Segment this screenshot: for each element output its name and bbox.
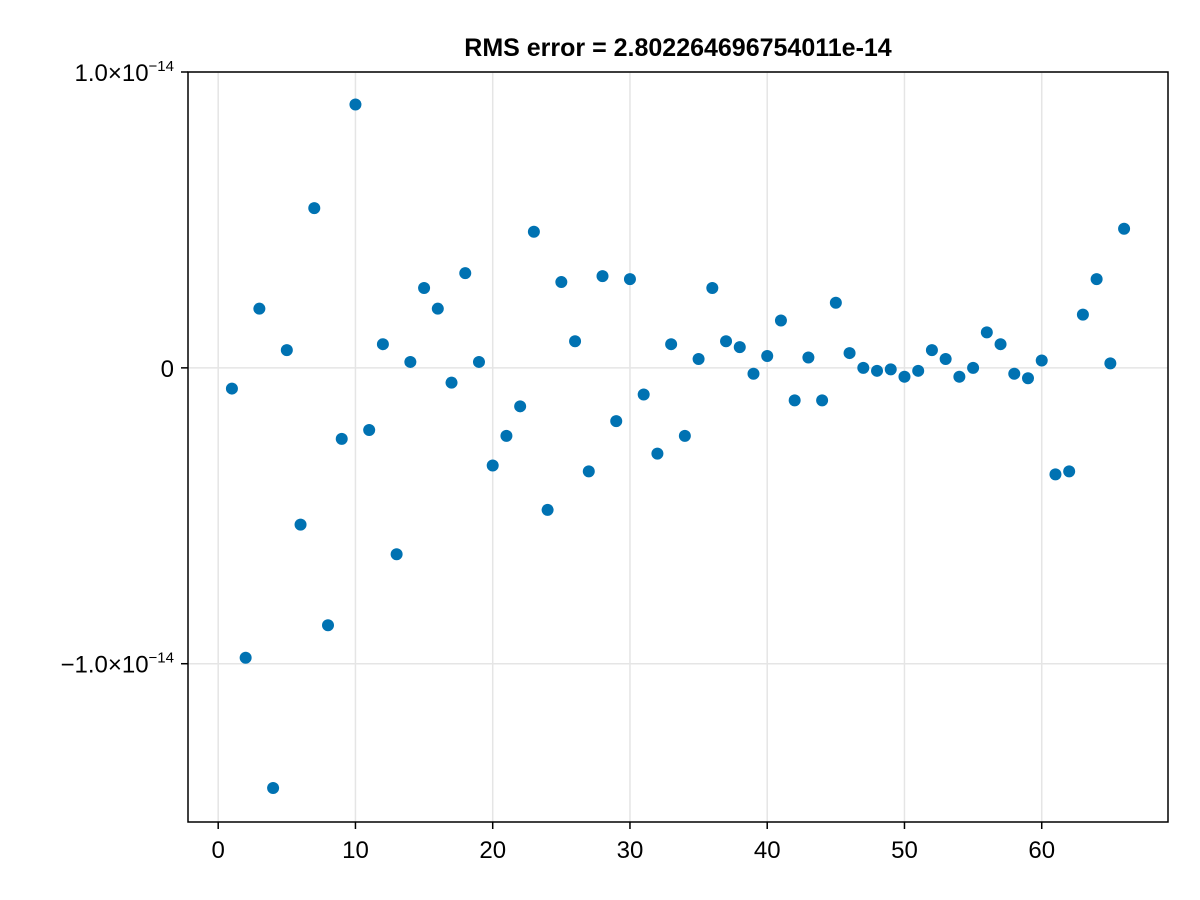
y-tick-label: 0 — [161, 356, 174, 383]
data-point — [912, 364, 925, 377]
data-point — [541, 503, 554, 516]
data-point — [733, 341, 746, 354]
data-point — [802, 351, 815, 364]
data-point — [335, 432, 348, 445]
data-point — [308, 202, 321, 215]
data-point — [829, 296, 842, 309]
data-point — [500, 429, 513, 442]
x-tick-label: 30 — [617, 837, 644, 864]
data-point — [788, 394, 801, 407]
data-point — [445, 376, 458, 389]
data-point — [280, 344, 293, 357]
data-point — [569, 335, 582, 348]
data-point — [267, 781, 280, 794]
data-point — [871, 364, 884, 377]
data-point — [582, 465, 595, 478]
data-point — [706, 281, 719, 294]
y-tick-labels: 1.0×10−14 0 −1.0×10−14 — [60, 58, 174, 679]
data-point — [678, 429, 691, 442]
x-tick-label: 10 — [342, 837, 369, 864]
x-tick-label: 0 — [212, 837, 225, 864]
y-tick-label: −1.0×10−14 — [60, 650, 174, 679]
data-point — [1076, 308, 1089, 321]
data-point — [665, 338, 678, 351]
data-point — [376, 338, 389, 351]
data-point — [294, 518, 307, 531]
data-point — [857, 361, 870, 374]
data-point — [239, 651, 252, 664]
data-point — [459, 267, 472, 280]
data-point — [1118, 222, 1131, 235]
data-point — [418, 281, 431, 294]
x-tick-label: 50 — [891, 837, 918, 864]
data-point — [1104, 357, 1117, 370]
data-point — [596, 270, 609, 283]
data-point — [816, 394, 829, 407]
data-point — [472, 355, 485, 368]
data-point — [390, 548, 403, 561]
chart-title: RMS error = 2.802264696754011e-14 — [464, 34, 892, 62]
data-point — [761, 350, 774, 363]
plot-frame — [187, 71, 1169, 823]
data-point — [1090, 273, 1103, 286]
x-tick-label: 40 — [754, 837, 781, 864]
data-point — [322, 619, 334, 632]
grid-lines — [188, 71, 1168, 822]
y-tick-label: 1.0×10−14 — [74, 58, 174, 87]
data-point — [884, 363, 897, 376]
data-point — [925, 344, 938, 357]
data-point — [898, 370, 911, 383]
data-point — [1035, 354, 1048, 367]
data-point — [747, 367, 760, 380]
data-point — [692, 352, 705, 365]
data-point — [720, 335, 733, 348]
data-point — [651, 447, 664, 460]
data-point — [967, 361, 980, 374]
data-point — [1049, 468, 1062, 481]
data-point — [953, 370, 966, 383]
data-point — [253, 302, 266, 315]
data-point — [994, 338, 1007, 351]
data-point — [610, 415, 623, 428]
axis-ticks — [181, 71, 1043, 829]
data-points — [225, 98, 1131, 794]
data-point — [1063, 465, 1076, 478]
data-point — [1022, 372, 1034, 385]
data-point — [225, 382, 238, 395]
data-point — [843, 347, 856, 360]
data-point — [980, 326, 993, 339]
data-point — [774, 314, 787, 327]
data-point — [939, 352, 952, 365]
x-tick-label: 20 — [479, 837, 506, 864]
data-point — [363, 423, 376, 436]
data-point — [486, 459, 499, 472]
data-point — [623, 273, 636, 286]
x-tick-labels: 0 10 20 30 40 50 60 — [212, 837, 1056, 864]
x-tick-label: 60 — [1028, 837, 1055, 864]
data-point — [555, 276, 568, 289]
data-point — [527, 225, 540, 238]
data-point — [431, 302, 444, 315]
data-point — [404, 355, 417, 368]
data-point — [637, 388, 650, 401]
data-point — [514, 400, 527, 413]
data-point — [349, 98, 362, 111]
data-point — [1008, 367, 1021, 380]
